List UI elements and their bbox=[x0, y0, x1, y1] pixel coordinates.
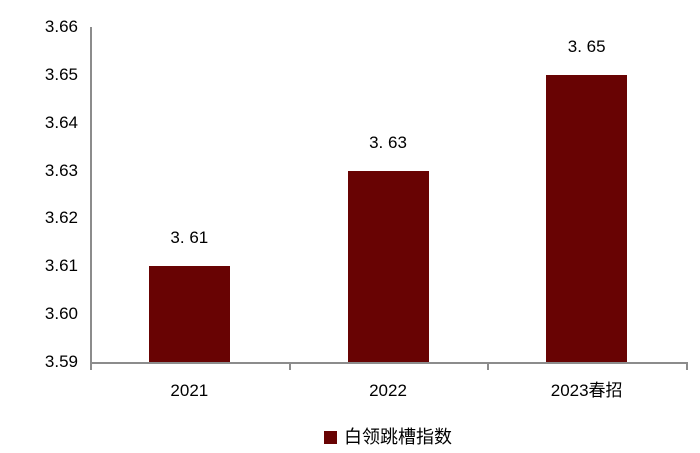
y-axis-tick-label: 3.63 bbox=[44, 160, 78, 180]
y-axis-tick-label: 3.65 bbox=[44, 64, 78, 84]
y-axis-tick-label: 3.66 bbox=[44, 17, 78, 36]
y-axis-tick-label: 3.62 bbox=[44, 208, 78, 228]
x-axis-line bbox=[90, 362, 688, 364]
y-axis-tick-label: 3.59 bbox=[44, 352, 78, 371]
bar bbox=[148, 266, 230, 362]
x-axis-tick bbox=[487, 364, 490, 370]
bar-value-label: 3. 65 bbox=[567, 36, 606, 56]
legend-swatch bbox=[324, 430, 337, 444]
x-axis-tick bbox=[288, 364, 291, 370]
bar-value-label: 3. 63 bbox=[369, 132, 407, 152]
x-axis-tick bbox=[686, 364, 688, 370]
y-axis-tick-label: 3.64 bbox=[44, 112, 78, 132]
x-axis-tick bbox=[90, 364, 92, 370]
bar bbox=[347, 170, 429, 362]
y-axis-tick-label: 3.60 bbox=[44, 304, 78, 324]
bar bbox=[546, 74, 628, 362]
y-axis-line bbox=[90, 27, 92, 364]
legend-label: 白领跳槽指数 bbox=[344, 427, 452, 447]
x-axis-tick-label: 2022 bbox=[369, 381, 407, 400]
y-axis-tick-label: 3.61 bbox=[44, 256, 78, 276]
bar-value-label: 3. 61 bbox=[170, 228, 209, 248]
x-axis-tick-label: 2021 bbox=[170, 381, 209, 400]
legend: 白领跳槽指数 bbox=[90, 427, 686, 447]
x-axis-tick-label: 2023春招 bbox=[550, 381, 623, 400]
